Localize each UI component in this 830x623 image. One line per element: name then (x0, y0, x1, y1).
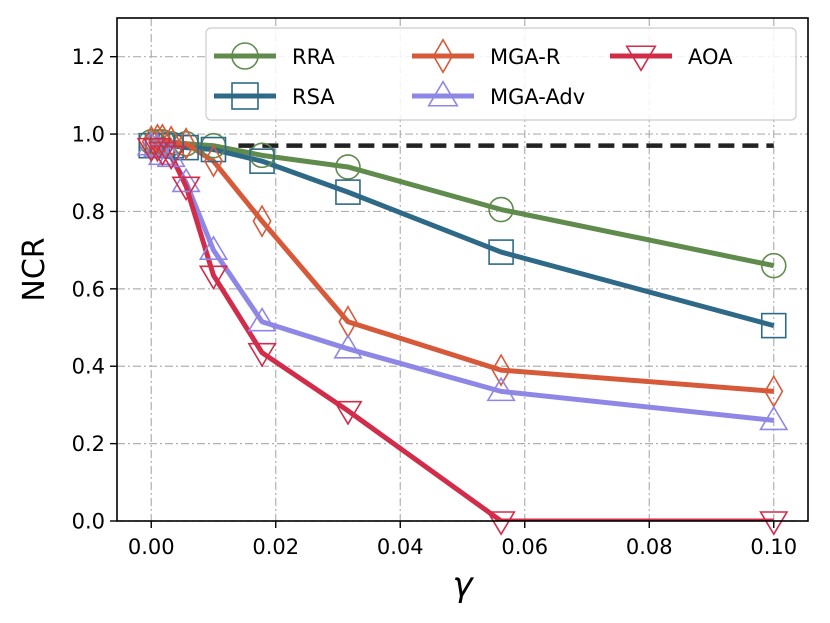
x-axis-label: γ (452, 565, 474, 605)
data-point-aoa (171, 176, 201, 202)
data-point-aoa (333, 400, 363, 426)
x-tick-label: 0.04 (377, 535, 424, 559)
legend-label-aoa: AOA (688, 45, 733, 69)
legend-marker-rra (231, 42, 259, 70)
legend-marker-aoa (625, 45, 657, 72)
series-line-mga-adv (150, 143, 775, 423)
y-tick-label: 0.6 (72, 277, 105, 301)
data-point-mga-adv (171, 167, 201, 193)
plot-frame (116, 17, 809, 522)
axis-ticks (110, 55, 775, 528)
y-tick-label: 1.2 (72, 45, 105, 69)
x-tick-labels: 0.00 0.02 0.04 0.06 0.08 0.10 (128, 535, 797, 559)
legend-label-rra: RRA (292, 45, 335, 69)
data-point-mga-adv (759, 405, 789, 431)
y-axis-label: NCR (17, 237, 52, 301)
data-point-aoa (198, 265, 229, 291)
data-point-mga-adv (156, 142, 186, 168)
data-point-rsa (200, 136, 227, 163)
data-point-aoa (486, 511, 516, 536)
y-tick-label: 1.0 (72, 123, 105, 147)
legend: RRA RSA MGA-R MGA-Adv AOA (205, 27, 797, 121)
data-point-mga-r (203, 144, 224, 178)
y-tick-labels: 0.0 0.2 0.4 0.6 0.8 1.0 1.2 (72, 45, 105, 533)
y-tick-label: 0.2 (72, 432, 105, 456)
data-point-rsa (760, 312, 787, 339)
legend-marker-mga-r (432, 38, 454, 74)
y-tick-label: 0.8 (72, 200, 105, 224)
x-tick-label: 0.08 (626, 535, 673, 559)
x-tick-label: 0.02 (252, 535, 299, 559)
data-point-aoa (142, 137, 173, 163)
x-tick-label: 0.00 (128, 535, 175, 559)
data-point-mga-r (491, 353, 511, 387)
y-tick-label: 0.4 (72, 355, 105, 379)
legend-label-rsa: RSA (292, 85, 335, 109)
data-point-mga-adv (136, 130, 166, 156)
series-line-aoa (151, 145, 774, 521)
legend-label-mga-adv: MGA-Adv (490, 85, 585, 109)
data-point-aoa (759, 511, 789, 536)
legend-marker-mga-adv (427, 80, 459, 107)
data-point-aoa (156, 145, 186, 171)
data-point-mga-adv (198, 235, 229, 260)
x-tick-label: 0.06 (501, 535, 548, 559)
data-point-aoa (247, 342, 277, 368)
data-point-mga-adv (486, 376, 516, 402)
series-lines (150, 137, 775, 521)
series-line-rra (151, 139, 775, 269)
series-markers (136, 123, 789, 536)
data-point-rsa (488, 239, 514, 265)
data-point-rsa (335, 179, 361, 205)
x-tick-label: 0.10 (750, 535, 797, 559)
data-point-aoa (147, 141, 178, 167)
data-point-rra (760, 252, 787, 279)
data-point-mga-r (252, 204, 272, 238)
data-point-mga-adv (247, 306, 277, 332)
data-point-mga-r (176, 127, 196, 161)
legend-box (205, 27, 797, 121)
y-tick-label: 0.0 (72, 510, 105, 534)
data-point-rra (488, 196, 514, 223)
data-point-rsa (249, 148, 275, 174)
legend-marker-rsa (231, 82, 259, 110)
series-line-mga-r (150, 137, 774, 394)
legend-label-mga-r: MGA-R (490, 45, 560, 69)
data-point-mga-adv (333, 334, 363, 359)
data-point-rra (335, 154, 361, 180)
